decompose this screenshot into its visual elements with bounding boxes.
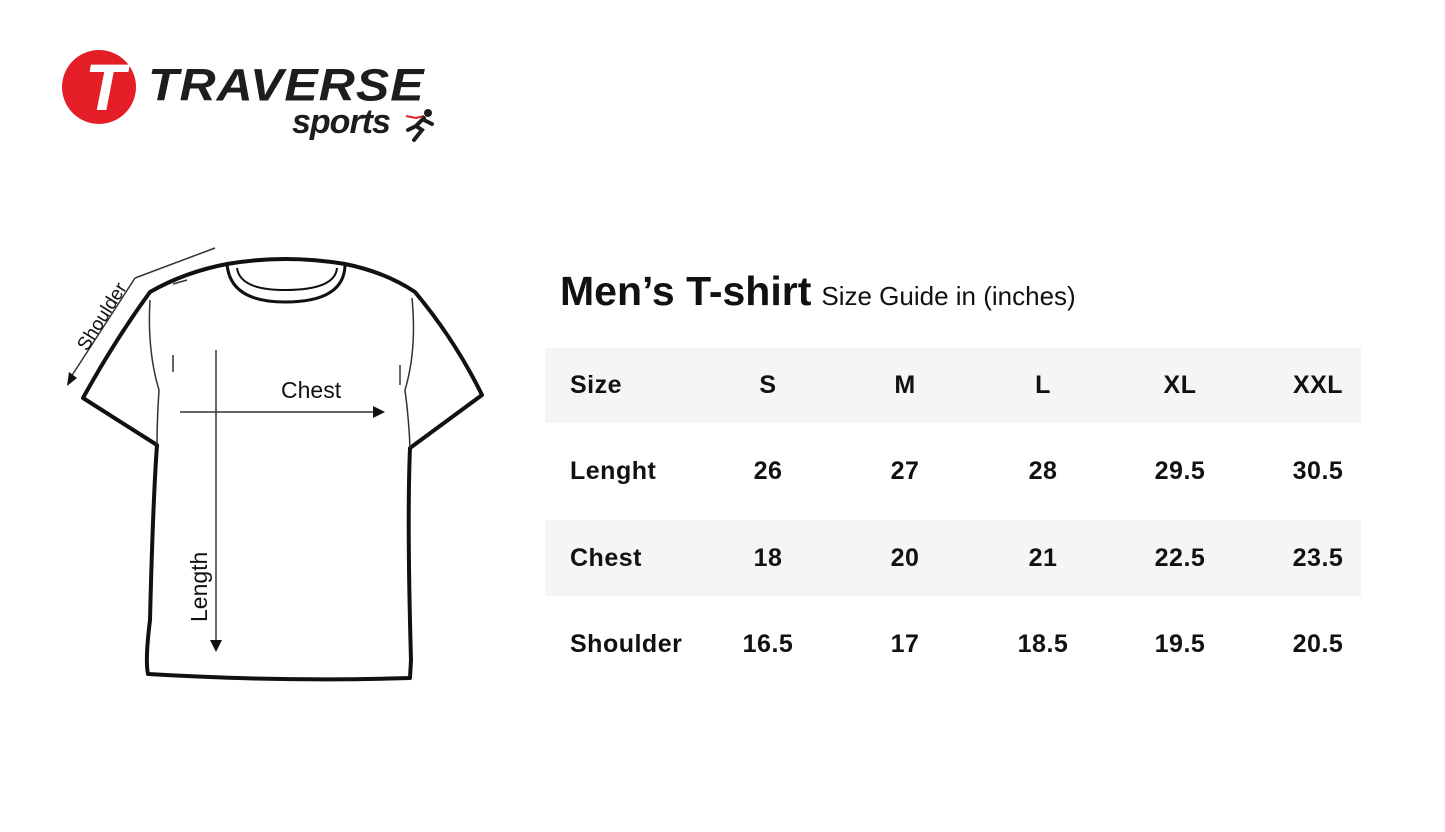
table-row: Chest 18 20 21 22.5 23.5 — [545, 520, 1361, 596]
table-row: Shoulder 16.5 17 18.5 19.5 20.5 — [545, 596, 1361, 692]
header-size: L — [1035, 371, 1051, 399]
length-arrowhead — [210, 640, 222, 652]
logo-letter: T — [84, 50, 126, 124]
chest-arrowhead — [373, 406, 385, 418]
row-label: Shoulder — [570, 629, 683, 658]
table-row: Lenght 26 27 28 29.5 30.5 — [545, 423, 1361, 520]
shoulder-arrowhead — [67, 372, 77, 386]
table-cell: 30.5 — [1292, 457, 1344, 485]
table-header-row: Size S M L XL XXL — [545, 348, 1361, 423]
table-cell: 18.5 — [1017, 629, 1069, 658]
brand-name: TRAVERSE — [148, 59, 425, 111]
table-cell: 21 — [1028, 543, 1058, 572]
table-cell: 20 — [890, 543, 920, 572]
table-cell: 29.5 — [1154, 457, 1206, 485]
table-cell: 18 — [753, 543, 783, 572]
row-label: Chest — [570, 543, 642, 572]
table-cell: 19.5 — [1154, 629, 1206, 658]
table-cell: 16.5 — [742, 629, 794, 658]
table-cell: 28 — [1028, 457, 1058, 485]
brand-tagline: sports — [292, 103, 391, 141]
title-main: Men’s T-shirt — [560, 268, 812, 314]
logo-circle — [62, 50, 136, 124]
header-size: XL — [1163, 371, 1197, 399]
header-size: S — [759, 371, 777, 399]
length-label: Length — [186, 552, 212, 622]
size-table: Size S M L XL XXL Lenght 26 27 28 29.5 3… — [545, 348, 1361, 692]
header-label: Size — [570, 371, 623, 399]
header-size: M — [894, 371, 916, 399]
page-title: Men’s T-shirt Size Guide in (inches) — [560, 268, 1076, 315]
header-size: XXL — [1292, 371, 1344, 399]
table-cell: 23.5 — [1292, 543, 1344, 572]
chest-label: Chest — [281, 377, 342, 403]
shoulder-label: Shoulder — [73, 278, 131, 354]
runner-icon — [405, 109, 434, 142]
row-label: Lenght — [570, 457, 657, 485]
tshirt-diagram: Chest Shoulder Length — [67, 247, 484, 682]
table-cell: 22.5 — [1154, 543, 1206, 572]
table-cell: 17 — [890, 629, 920, 658]
table-cell: 26 — [753, 457, 783, 485]
brand-logo: T TRAVERSE sports — [60, 48, 440, 153]
title-sub: Size Guide in (inches) — [821, 281, 1076, 311]
table-cell: 27 — [890, 457, 920, 485]
table-cell: 20.5 — [1292, 629, 1344, 658]
